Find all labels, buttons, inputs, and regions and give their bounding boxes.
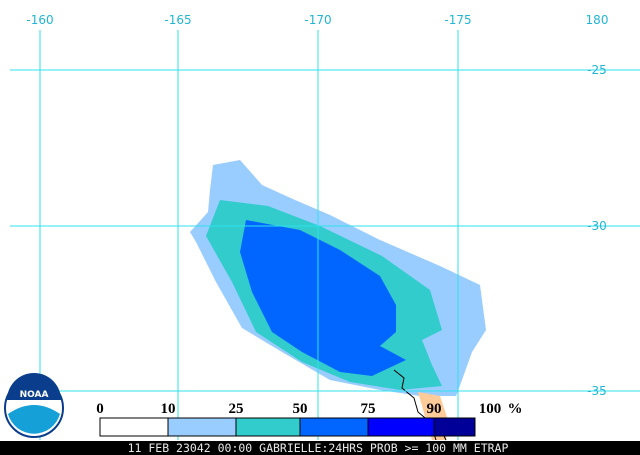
legend: 0 10 25 50 75 90 100 % xyxy=(96,401,523,437)
legend-label: 0 xyxy=(96,401,104,417)
lat-label: -25 xyxy=(587,63,607,77)
legend-swatch xyxy=(235,417,301,437)
lon-label: -175 xyxy=(444,13,471,27)
lon-label: -170 xyxy=(304,13,331,27)
noaa-logo: NOAA xyxy=(4,373,64,438)
logo-sky xyxy=(7,373,61,400)
lon-label: -160 xyxy=(26,13,53,27)
legend-label: 10 xyxy=(161,401,176,417)
legend-unit: % xyxy=(508,401,523,417)
lat-label: -30 xyxy=(587,219,607,233)
legend-swatch xyxy=(433,417,476,437)
legend-swatch xyxy=(367,417,435,437)
lon-label: 180 xyxy=(586,13,609,27)
legend-label: 75 xyxy=(361,401,376,417)
legend-swatch xyxy=(99,417,169,437)
footer-bar xyxy=(0,441,640,455)
logo-sea xyxy=(8,405,60,434)
footer-text: 11 FEB 23042 00:00 GABRIELLE:24HRS PROB … xyxy=(128,441,509,455)
legend-label: 25 xyxy=(229,401,244,417)
legend-swatch xyxy=(299,417,369,437)
legend-label: 90 xyxy=(427,401,442,417)
lon-label: -165 xyxy=(164,13,191,27)
graticule xyxy=(10,30,640,440)
logo-text: NOAA xyxy=(20,390,49,400)
legend-swatch xyxy=(167,417,237,437)
area-50 xyxy=(240,220,406,376)
legend-label: 50 xyxy=(293,401,308,417)
legend-label: 100 xyxy=(479,401,502,417)
lat-label: -35 xyxy=(587,384,607,398)
